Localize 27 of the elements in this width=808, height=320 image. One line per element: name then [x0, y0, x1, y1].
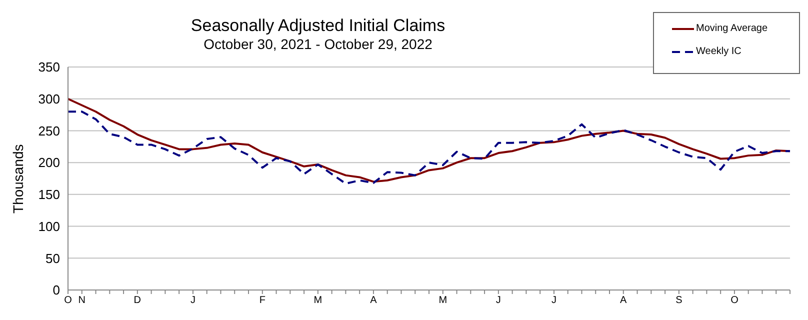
y-axis-title: Thousands	[10, 144, 26, 214]
legend-label: Weekly IC	[696, 46, 742, 57]
chart-subtitle: October 30, 2021 - October 29, 2022	[202, 36, 434, 52]
y-tick-label: 150	[38, 187, 60, 202]
x-tick-label: J	[496, 295, 501, 306]
y-tick-label: 250	[38, 123, 60, 138]
y-tick-label: 350	[38, 60, 60, 75]
x-tick-label: O	[730, 295, 739, 306]
x-tick-label: F	[259, 295, 266, 306]
x-tick-label: J	[551, 295, 556, 306]
y-tick-label: 200	[38, 155, 60, 170]
x-tick-label: M	[314, 295, 322, 306]
y-tick-label: 50	[46, 250, 60, 266]
line-series	[67, 110, 791, 185]
y-tick-label: 100	[38, 218, 60, 234]
x-tick-label: A	[370, 295, 378, 306]
x-tick-label: S	[676, 295, 683, 306]
x-tick-label: M	[438, 295, 448, 306]
x-tick-label: A	[620, 295, 628, 306]
chart-title: Seasonally Adjusted Initial Claims	[190, 16, 446, 35]
y-tick-label: 300	[38, 91, 60, 106]
x-tick-label: J	[190, 295, 196, 306]
legend-label: Moving Average	[696, 23, 768, 34]
y-tick-label: 0	[52, 282, 60, 298]
x-tick-label: O	[64, 295, 72, 306]
x-tick-label: N	[78, 295, 86, 306]
x-tick-label: D	[134, 295, 142, 306]
